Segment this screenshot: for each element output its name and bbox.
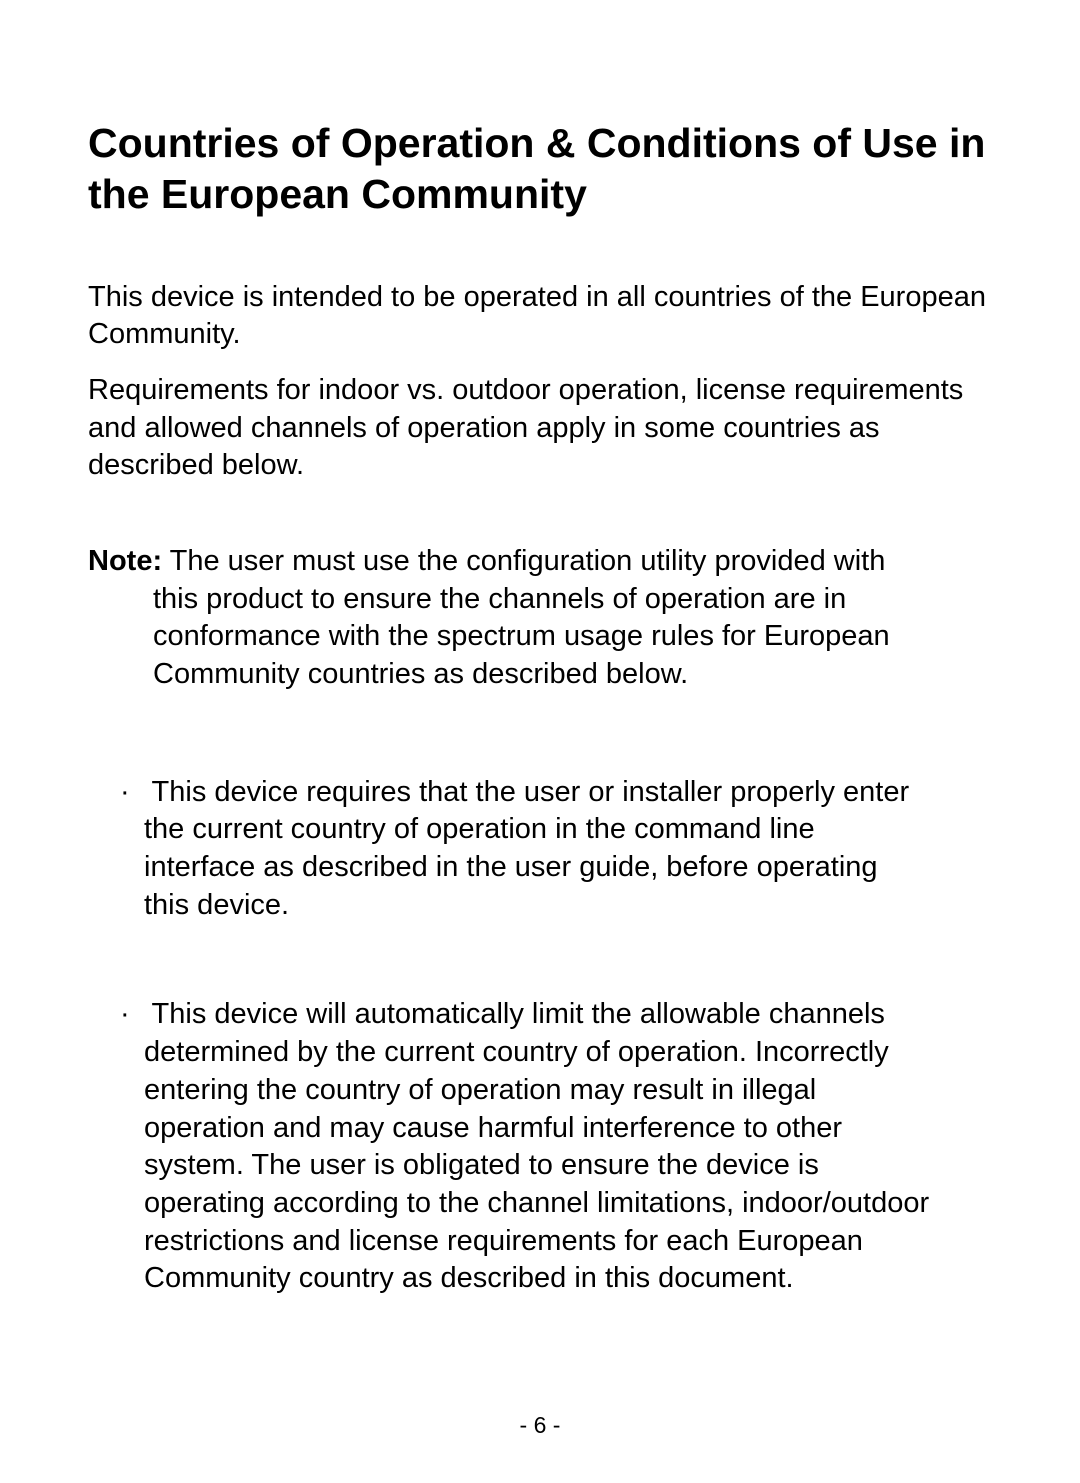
- bullet-2-line-3: entering the country of operation may re…: [120, 1072, 992, 1110]
- bullet-1-line-4: this device.: [120, 887, 992, 925]
- bullet-1-line-1-text: This device requires that the user or in…: [144, 776, 909, 808]
- intro-paragraph-1: This device is intended to be operated i…: [88, 279, 992, 354]
- note-line-4: Community countries as described below.: [88, 656, 992, 694]
- note-line-2: this product to ensure the channels of o…: [88, 581, 992, 619]
- note-block: Note: The user must use the configuratio…: [88, 543, 992, 694]
- intro-paragraph-2: Requirements for indoor vs. outdoor oper…: [88, 372, 992, 485]
- note-label: Note:: [88, 545, 162, 577]
- bullet-marker-icon: ·: [120, 996, 144, 1034]
- page-heading: Countries of Operation & Conditions of U…: [88, 118, 992, 221]
- page-number: - 6 -: [0, 1412, 1080, 1439]
- bullet-2-line-5: system. The user is obligated to ensure …: [120, 1147, 992, 1185]
- bullet-2-line-4: operation and may cause harmful interfer…: [120, 1110, 992, 1148]
- bullet-marker-icon: ·: [120, 774, 144, 812]
- bullet-2-line-1: · This device will automatically limit t…: [120, 996, 992, 1034]
- note-line-1-rest: The user must use the configuration util…: [162, 545, 885, 577]
- bullet-2-line-6: operating according to the channel limit…: [120, 1185, 992, 1223]
- bullet-item-1: · This device requires that the user or …: [88, 774, 992, 925]
- bullet-2-line-7: restrictions and license requirements fo…: [120, 1223, 992, 1261]
- bullet-1-line-1: · This device requires that the user or …: [120, 774, 992, 812]
- bullet-1-line-3: interface as described in the user guide…: [120, 849, 992, 887]
- bullet-1-line-2: the current country of operation in the …: [120, 811, 992, 849]
- bullet-2-line-1-text: This device will automatically limit the…: [144, 998, 885, 1030]
- note-line-3: conformance with the spectrum usage rule…: [88, 618, 992, 656]
- bullet-item-2: · This device will automatically limit t…: [88, 996, 992, 1298]
- bullet-2-line-2: determined by the current country of ope…: [120, 1034, 992, 1072]
- note-line-1: Note: The user must use the configuratio…: [88, 543, 992, 581]
- bullet-2-line-8: Community country as described in this d…: [120, 1260, 992, 1298]
